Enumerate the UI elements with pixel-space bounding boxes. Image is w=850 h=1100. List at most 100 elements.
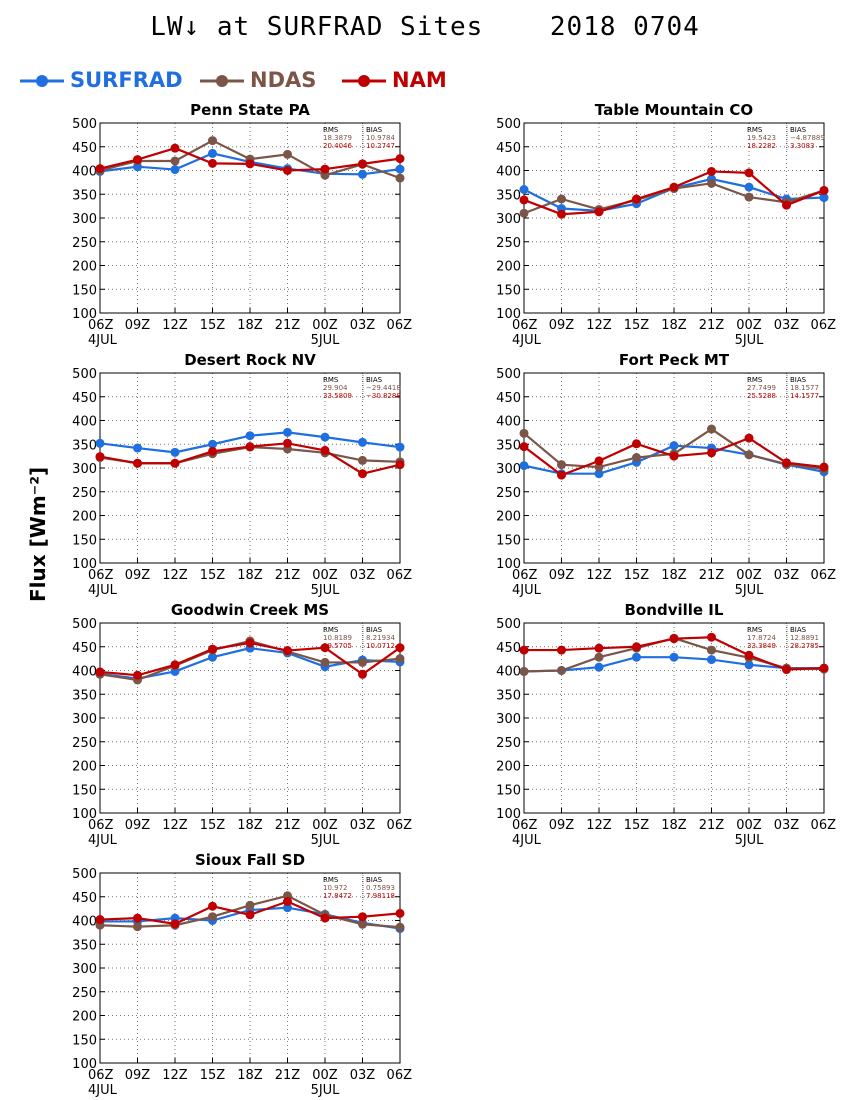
date-label: 5JUL xyxy=(735,833,765,848)
data-point-surfrad xyxy=(320,432,330,442)
data-point-ndas xyxy=(395,173,405,183)
data-point-nam xyxy=(557,209,566,219)
panel-title: Penn State PA xyxy=(190,101,310,119)
stat-nam-rms: 18.2282 xyxy=(747,142,776,150)
data-point-nam xyxy=(245,638,255,648)
stat-ndas-bias: −4.87889 xyxy=(790,134,825,142)
y-tick-label: 150 xyxy=(496,533,521,548)
y-tick-label: 300 xyxy=(72,462,97,477)
x-tick-label: 09Z xyxy=(125,318,151,333)
y-tick-label: 100 xyxy=(72,807,97,822)
x-tick-label: 18Z xyxy=(237,1068,263,1083)
stat-bias-label: BIAS xyxy=(366,626,383,634)
date-label: 5JUL xyxy=(311,1083,341,1098)
data-point-nam xyxy=(283,646,292,656)
data-point-nam xyxy=(669,634,679,644)
data-point-surfrad xyxy=(669,441,679,451)
y-tick-label: 100 xyxy=(72,307,97,322)
x-tick-label: 00Z xyxy=(312,318,338,333)
stat-ndas-bias: 8.21934 xyxy=(366,634,395,642)
x-tick-label: 18Z xyxy=(237,318,263,333)
y-tick-label: 250 xyxy=(72,986,97,1001)
y-tick-label: 100 xyxy=(72,557,97,572)
data-point-nam xyxy=(320,913,330,923)
y-tick-label: 450 xyxy=(496,391,521,406)
x-tick-label: 18Z xyxy=(237,568,263,583)
data-point-surfrad xyxy=(594,662,604,672)
x-tick-label: 12Z xyxy=(162,318,188,333)
data-point-nam xyxy=(669,451,679,461)
stat-bias-label: BIAS xyxy=(366,126,383,134)
data-point-surfrad xyxy=(395,442,405,452)
stat-nam-rms: 19.5705 xyxy=(323,642,352,650)
stat-rms-label: RMS xyxy=(323,126,339,134)
date-label: 4JUL xyxy=(512,583,542,598)
data-point-nam xyxy=(819,462,829,472)
x-tick-label: 09Z xyxy=(125,1068,151,1083)
y-tick-label: 150 xyxy=(496,283,521,298)
data-point-nam xyxy=(245,442,255,452)
x-tick-label: 21Z xyxy=(699,318,725,333)
x-tick-label: 00Z xyxy=(736,318,762,333)
data-point-nam xyxy=(320,164,330,174)
data-point-surfrad xyxy=(707,655,716,665)
date-label: 4JUL xyxy=(88,583,118,598)
y-tick-label: 250 xyxy=(496,236,521,251)
data-point-nam xyxy=(320,445,330,455)
x-tick-label: 06Z xyxy=(88,568,114,583)
stat-ndas-rms: 10.8189 xyxy=(323,634,352,642)
x-tick-label: 15Z xyxy=(624,318,650,333)
legend-dot-1 xyxy=(216,75,228,87)
data-point-nam xyxy=(395,154,405,164)
data-point-ndas xyxy=(245,900,255,910)
y-tick-label: 300 xyxy=(496,212,521,227)
x-tick-label: 09Z xyxy=(549,818,575,833)
y-tick-label: 100 xyxy=(496,307,521,322)
y-tick-label: 150 xyxy=(72,1033,97,1048)
data-point-nam xyxy=(358,912,367,922)
stat-nam-bias: 7.98118 xyxy=(366,892,395,900)
stat-nam-rms: 25.5288 xyxy=(747,392,776,400)
y-tick-label: 500 xyxy=(496,617,521,632)
stat-ndas-rms: 19.5423 xyxy=(747,134,776,142)
stat-nam-bias: 10.2747 xyxy=(366,142,395,150)
data-point-nam xyxy=(819,185,829,195)
x-tick-label: 03Z xyxy=(774,818,800,833)
y-tick-label: 250 xyxy=(496,736,521,751)
data-point-nam xyxy=(782,458,791,468)
x-tick-label: 03Z xyxy=(774,568,800,583)
y-tick-label: 400 xyxy=(72,665,97,680)
data-point-nam xyxy=(744,433,754,443)
data-point-nam xyxy=(95,452,105,462)
x-tick-label: 18Z xyxy=(661,318,687,333)
date-label: 4JUL xyxy=(512,333,542,348)
panel-title: Table Mountain CO xyxy=(595,101,753,119)
data-point-nam xyxy=(170,919,180,929)
stat-nam-bias: 3.3083 xyxy=(790,142,815,150)
data-point-surfrad xyxy=(519,185,529,194)
data-point-ndas xyxy=(594,652,604,662)
data-point-nam xyxy=(632,642,641,652)
data-point-nam xyxy=(133,458,142,468)
data-point-surfrad xyxy=(594,469,604,479)
data-point-nam xyxy=(245,159,255,169)
data-point-nam xyxy=(133,913,142,923)
x-tick-label: 09Z xyxy=(549,318,575,333)
data-point-nam xyxy=(519,645,529,655)
data-point-nam xyxy=(707,632,716,642)
stat-nam-rms: 33.3849 xyxy=(747,642,776,650)
data-point-ndas xyxy=(395,654,405,664)
y-tick-label: 450 xyxy=(72,141,97,156)
data-point-nam xyxy=(208,901,217,911)
y-tick-label: 400 xyxy=(72,165,97,180)
x-tick-label: 03Z xyxy=(350,818,376,833)
y-tick-label: 350 xyxy=(496,188,521,203)
x-tick-label: 12Z xyxy=(162,818,188,833)
data-point-nam xyxy=(358,669,367,679)
x-tick-label: 06Z xyxy=(811,318,837,333)
y-tick-label: 500 xyxy=(496,367,521,382)
data-point-ndas xyxy=(707,178,716,188)
y-tick-label: 500 xyxy=(72,867,97,882)
